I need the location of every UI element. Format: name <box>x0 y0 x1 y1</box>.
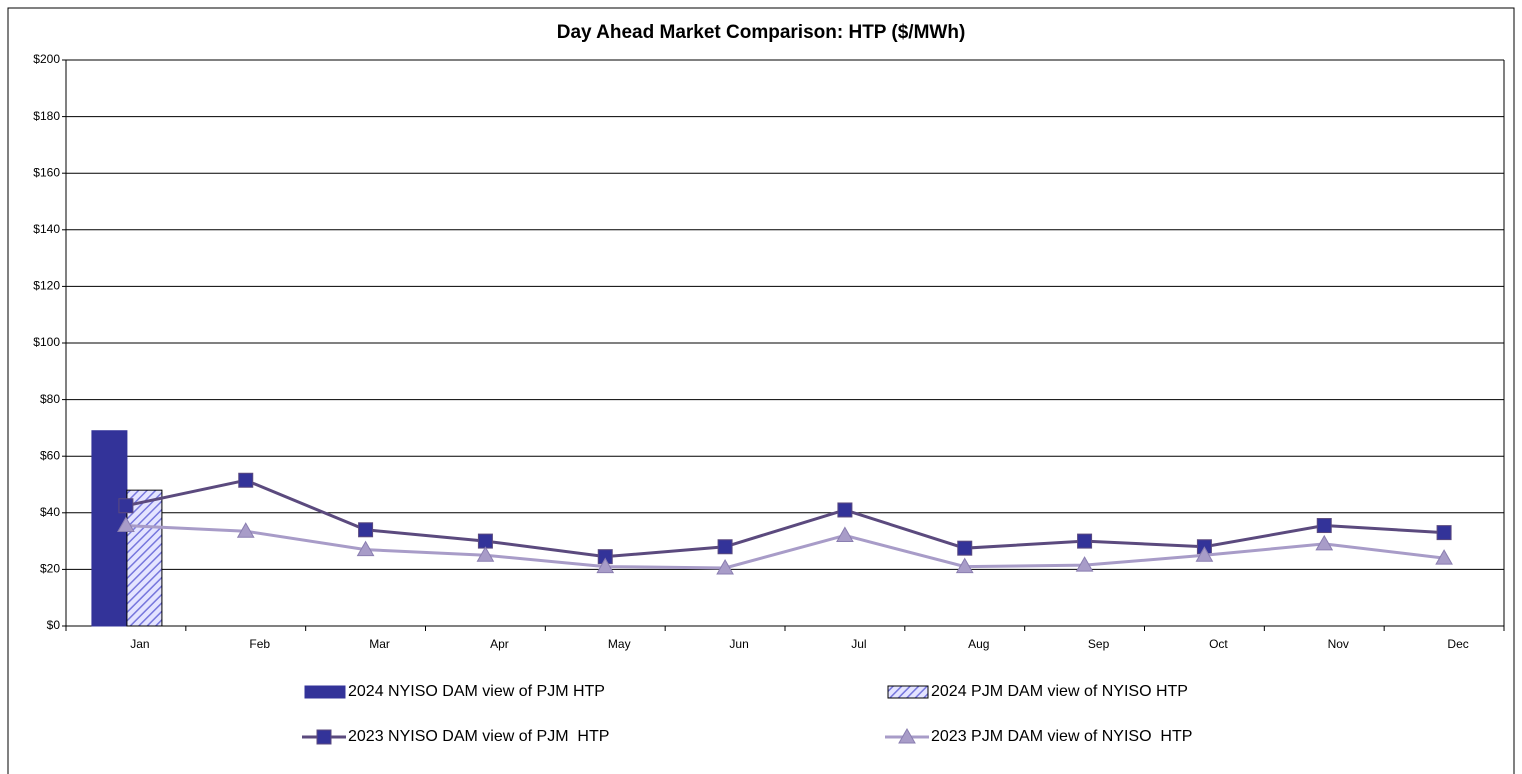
marker <box>717 539 733 555</box>
x-tick-label: Dec <box>1447 637 1468 651</box>
legend-marker <box>316 729 332 745</box>
x-tick-label: May <box>608 637 631 651</box>
marker <box>477 533 493 549</box>
marker <box>117 516 135 533</box>
bar <box>126 489 163 627</box>
y-tick-label: $0 <box>47 618 61 632</box>
x-tick-label: Feb <box>249 637 270 651</box>
marker <box>1435 549 1453 565</box>
x-tick-label: Mar <box>369 637 390 651</box>
marker <box>118 498 134 514</box>
y-tick-label: $200 <box>33 52 60 66</box>
chart-frame <box>7 7 1515 774</box>
x-tick-label: Jan <box>130 637 149 651</box>
x-tick-label: Sep <box>1088 637 1110 651</box>
line <box>125 478 1445 559</box>
x-tick-label: Oct <box>1209 637 1228 651</box>
marker <box>957 540 973 556</box>
y-tick-label: $180 <box>33 109 60 123</box>
marker <box>1075 556 1094 572</box>
x-tick-label: Nov <box>1328 637 1349 651</box>
y-tick-label: $160 <box>33 165 60 179</box>
legend-swatch <box>887 685 929 699</box>
y-tick-label: $120 <box>33 279 60 293</box>
legend-label: 2023 NYISO DAM view of PJM HTP <box>348 728 609 745</box>
y-tick-label: $80 <box>40 392 60 406</box>
marker <box>358 522 374 538</box>
x-tick-label: Jul <box>851 637 866 651</box>
legend-label: 2024 NYISO DAM view of PJM HTP <box>348 683 605 700</box>
marker <box>596 557 615 574</box>
marker <box>356 540 375 557</box>
x-tick-label: Apr <box>490 637 509 651</box>
marker <box>1436 525 1452 541</box>
marker <box>836 526 854 542</box>
marker <box>236 522 255 538</box>
marker <box>955 557 974 574</box>
y-tick-label: $20 <box>40 562 60 576</box>
line <box>125 524 1445 570</box>
x-tick-label: Jun <box>729 637 748 651</box>
marker <box>238 472 254 488</box>
y-tick-label: $60 <box>40 448 60 462</box>
y-tick-label: $140 <box>33 222 60 236</box>
marker <box>716 558 734 575</box>
legend-swatch <box>304 685 346 699</box>
marker <box>476 546 495 562</box>
marker <box>1195 546 1214 562</box>
marker <box>1315 534 1334 551</box>
legend-label: 2023 PJM DAM view of NYISO HTP <box>931 728 1192 745</box>
marker <box>1316 518 1332 534</box>
marker <box>1077 533 1093 549</box>
chart-title: Day Ahead Market Comparison: HTP ($/MWh) <box>557 22 966 43</box>
legend-marker <box>898 727 916 744</box>
marker <box>837 502 853 518</box>
x-tick-label: Aug <box>968 637 989 651</box>
y-tick-label: $100 <box>33 335 60 349</box>
legend-label: 2024 PJM DAM view of NYISO HTP <box>931 683 1188 700</box>
y-tick-label: $40 <box>40 505 60 519</box>
